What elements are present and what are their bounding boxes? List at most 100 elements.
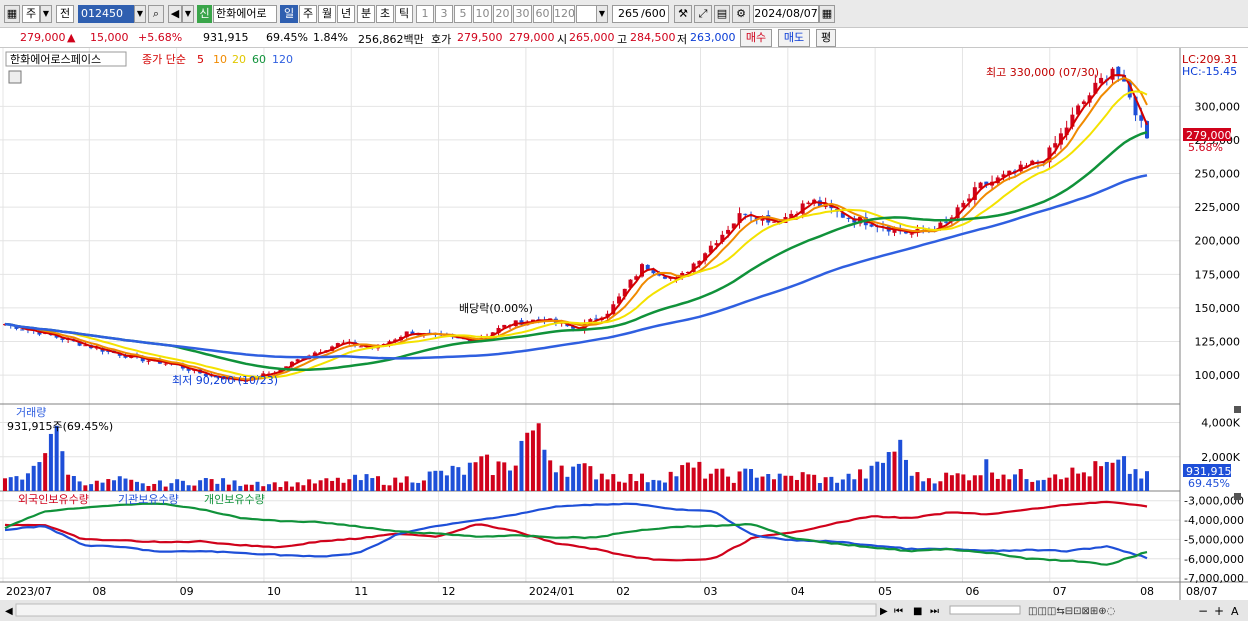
volume-bar — [565, 476, 570, 491]
candle-body — [685, 272, 690, 274]
period-year[interactable]: 년 — [337, 5, 355, 23]
interval-120[interactable]: 120 — [553, 5, 575, 23]
chart-settings-icon[interactable]: ⚒ — [674, 5, 692, 23]
volume-bar — [760, 476, 765, 491]
period-second[interactable]: 초 — [376, 5, 394, 23]
volume-bar — [169, 483, 174, 491]
rewind-icon[interactable]: ⏮ — [894, 606, 903, 617]
price-tick-label: 300,000 — [1195, 100, 1241, 113]
volume-bar — [14, 476, 19, 491]
period-letter[interactable]: 주 — [22, 5, 40, 23]
volume-value: 931,915 — [203, 31, 249, 44]
volume-bar — [944, 472, 949, 491]
volume-bar — [215, 483, 220, 491]
period-minute[interactable]: 분 — [357, 5, 375, 23]
candle-body — [634, 276, 639, 280]
speaker-icon[interactable]: ◀ — [168, 5, 182, 23]
stock-chart[interactable]: 300,000275,000250,000225,000200,000175,0… — [0, 48, 1248, 621]
sell-button[interactable]: 매도 — [778, 29, 810, 47]
volume-bar — [703, 478, 708, 491]
volume-bar — [1116, 459, 1121, 491]
calendar-icon[interactable]: ▦ — [819, 5, 835, 23]
volume-bar — [743, 468, 748, 491]
count-input[interactable]: 265 — [612, 5, 642, 23]
price-tick-label: 100,000 — [1195, 369, 1241, 382]
period-tick[interactable]: 틱 — [395, 5, 413, 23]
scroll-right-icon[interactable]: ▶ — [880, 606, 888, 617]
volume-bar — [473, 462, 478, 491]
interval-20[interactable]: 20 — [493, 5, 512, 23]
interval-5[interactable]: 5 — [454, 5, 472, 23]
save-icon[interactable]: ▤ — [714, 5, 730, 23]
date-input[interactable]: 2024/08/07 — [753, 5, 819, 23]
interval-30[interactable]: 30 — [513, 5, 532, 23]
interval-3[interactable]: 3 — [435, 5, 453, 23]
volume-bar — [530, 430, 535, 491]
buy-button[interactable]: 매수 — [740, 29, 772, 47]
search-icon[interactable]: ⌕ — [148, 5, 164, 23]
holdings-legend-institution: 기관보유수량 — [118, 493, 179, 506]
font-size-icon[interactable]: A — [1231, 605, 1239, 618]
period-day[interactable]: 일 — [280, 5, 298, 23]
volume-panel-close-icon[interactable] — [1234, 406, 1241, 413]
volume-bar — [634, 481, 639, 491]
tool-icon[interactable]: ⤢ — [694, 5, 712, 23]
zoom-out-icon[interactable]: − — [1198, 604, 1208, 618]
scrollbar-track[interactable] — [15, 603, 877, 617]
code-dropdown-icon[interactable]: ▼ — [134, 5, 146, 23]
zoom-slider[interactable] — [949, 605, 1021, 615]
period-month[interactable]: 월 — [318, 5, 336, 23]
stop-icon[interactable]: ■ — [913, 606, 922, 617]
volume-bar — [812, 474, 817, 491]
zoom-tools-icons[interactable]: ◫◫◫⇆⊟⊡⊠⊞⊕◌ — [1028, 606, 1115, 617]
chart-menu-icon[interactable]: ▦ — [4, 5, 20, 23]
volume-bar — [829, 476, 834, 491]
volume-bar — [513, 465, 518, 491]
volume-bar — [134, 481, 139, 491]
x-tick-label: 2024/01 — [529, 585, 575, 598]
candle-body — [972, 187, 977, 200]
period-week[interactable]: 주 — [299, 5, 317, 23]
volume-bar — [737, 471, 742, 491]
ma-line-20 — [4, 90, 1148, 379]
volume-bar — [1041, 479, 1046, 491]
holdings-panel-close-icon[interactable] — [1234, 493, 1241, 500]
candle-body — [708, 245, 713, 253]
volume-bar — [146, 485, 151, 491]
speaker-dropdown-icon[interactable]: ▼ — [182, 5, 194, 23]
volume-bar — [427, 471, 432, 491]
candle-body — [37, 331, 42, 335]
volume-tag: 931,915 — [1186, 465, 1232, 478]
forward-icon[interactable]: ⏭ — [930, 606, 939, 617]
volume-bar — [1145, 471, 1149, 491]
candle-body — [726, 229, 731, 234]
volume-bar — [347, 479, 352, 491]
volume-bar — [163, 486, 168, 491]
candle-body — [697, 260, 702, 265]
table-toggle-icon[interactable] — [8, 70, 22, 84]
current-price: 279,000 — [20, 31, 66, 44]
volume-bar — [961, 474, 966, 491]
avg-button[interactable]: 평 — [816, 29, 836, 47]
candle-body — [106, 350, 111, 352]
prev-button[interactable]: 전 — [56, 5, 74, 23]
volume-bar — [881, 462, 886, 491]
period-dropdown-icon[interactable]: ▼ — [40, 5, 52, 23]
volume-bar — [582, 463, 587, 491]
scroll-left-icon[interactable]: ◀ — [5, 606, 13, 617]
interval-10[interactable]: 10 — [473, 5, 492, 23]
volume-bar — [680, 465, 685, 491]
gear-icon[interactable]: ⚙ — [732, 5, 750, 23]
volume-bar — [60, 451, 65, 491]
candle-body — [944, 221, 949, 223]
volume-bar — [823, 477, 828, 491]
interval-1[interactable]: 1 — [416, 5, 434, 23]
candle-body — [588, 319, 593, 324]
volume-bar — [984, 459, 989, 491]
interval-dropdown-icon[interactable]: ▼ — [596, 5, 608, 23]
zoom-in-icon[interactable]: + — [1214, 604, 1224, 618]
volume-bar — [863, 478, 868, 491]
interval-60[interactable]: 60 — [533, 5, 552, 23]
stock-code-input[interactable]: 012450 — [78, 5, 134, 23]
volume-readout: 931,915주(69.45%) — [7, 420, 113, 433]
